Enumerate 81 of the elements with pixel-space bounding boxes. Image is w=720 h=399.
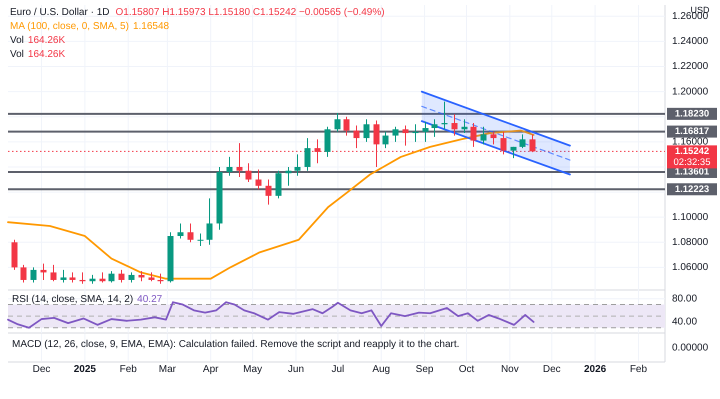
- ref-line-label: 1.12223: [674, 184, 710, 195]
- chart-subtitle: O1.15807 H1.15973 L1.15180 C1.15242 −0.00565 (−0.49%): [115, 7, 385, 18]
- candlestick: [70, 272, 76, 283]
- x-tick-label: Mar: [158, 364, 177, 375]
- candlestick: [392, 126, 398, 142]
- candlestick: [256, 168, 262, 190]
- chart-title: Euro / U.S. Dollar · 1D: [10, 7, 110, 18]
- candlestick: [138, 270, 144, 282]
- ref-line-label: 1.15242: [674, 146, 710, 157]
- annotation: 1.16548: [132, 21, 170, 32]
- x-tick-label: Oct: [458, 364, 474, 375]
- candlestick: [354, 125, 360, 149]
- y-tick-label: 1.06000: [672, 262, 709, 274]
- candlestick: [422, 121, 428, 142]
- candlestick: [108, 270, 114, 283]
- x-tick-label: Dec: [542, 364, 561, 375]
- candlestick: [432, 118, 438, 138]
- x-tick-label: Apr: [202, 364, 220, 375]
- ref-line-label: 1.18230: [674, 108, 710, 120]
- candlestick: [118, 269, 124, 283]
- y-tick-label: 80.00: [672, 293, 698, 304]
- candlestick: [286, 166, 292, 186]
- text: MA (100, close, 0, SMA, 5): [10, 21, 129, 32]
- ref-line-label: 1.13601: [674, 166, 710, 178]
- y-tick-label: 1.24000: [672, 36, 709, 48]
- candlestick: [188, 222, 194, 243]
- candlestick: [128, 272, 134, 283]
- candlestick: [20, 264, 26, 283]
- x-tick-label: Sep: [416, 364, 434, 375]
- y-tick-label: 1.08000: [672, 236, 709, 248]
- candlestick: [178, 222, 184, 240]
- candlestick: [470, 122, 476, 148]
- text: 02:32:35: [674, 156, 710, 168]
- x-tick-label: May: [243, 364, 262, 375]
- x-tick-label: Jul: [332, 364, 344, 375]
- candlestick: [100, 272, 106, 283]
- candlestick: [246, 162, 252, 183]
- candlestick: [60, 269, 66, 283]
- candlestick: [276, 170, 282, 199]
- candlestick: [520, 134, 526, 149]
- candlestick: [382, 131, 388, 149]
- candlestick: [402, 125, 408, 146]
- candlestick: [490, 131, 496, 145]
- x-tick-label: Nov: [500, 364, 519, 375]
- x-tick-label: 2025: [74, 364, 96, 375]
- candlestick: [226, 156, 232, 176]
- y-tick-label: 1.20000: [672, 86, 709, 98]
- y-tick-label: 1.10000: [672, 212, 709, 223]
- candlestick: [334, 112, 340, 132]
- x-tick-label: Dec: [32, 364, 50, 375]
- x-tick-label: Feb: [120, 364, 138, 375]
- x-tick-label: Aug: [372, 364, 390, 375]
- candlestick: [40, 263, 46, 280]
- candlestick: [266, 179, 272, 206]
- x-tick-label: 2026: [584, 364, 607, 375]
- text: MACD (12, 26, close, 9, EMA, EMA): Calculation failed. Remove the script and reapply it to the chart.: [12, 339, 460, 350]
- annotation: 40.27: [137, 294, 163, 305]
- y-tick-label: 1.22000: [672, 61, 709, 72]
- candlestick: [364, 118, 370, 142]
- candlestick: [304, 138, 310, 172]
- y-tick-label: 40.00: [672, 316, 698, 328]
- candlestick: [294, 154, 300, 176]
- chart-title: RSI (14, close, SMA, 14, 2): [12, 294, 134, 305]
- annotation: Vol 164.26K: [10, 49, 66, 60]
- candlestick: [30, 266, 36, 283]
- x-tick-label: Feb: [630, 364, 648, 375]
- candlestick: [206, 198, 212, 246]
- candlestick: [462, 118, 468, 134]
- candlestick: [198, 233, 204, 247]
- x-tick-label: Jun: [288, 364, 304, 375]
- line-series: [7, 130, 534, 280]
- candlestick: [452, 114, 458, 136]
- y-tick-label: 1.16000: [672, 136, 709, 148]
- candlestick: [324, 126, 330, 158]
- text: 0.00000: [672, 342, 709, 354]
- ref-line-label: 1.16817: [674, 126, 710, 138]
- candlestick: [50, 264, 56, 282]
- annotation: Vol 164.26K: [10, 35, 66, 46]
- candlestick: [442, 101, 448, 130]
- candlestick: [344, 116, 350, 136]
- candlestick: [480, 126, 486, 145]
